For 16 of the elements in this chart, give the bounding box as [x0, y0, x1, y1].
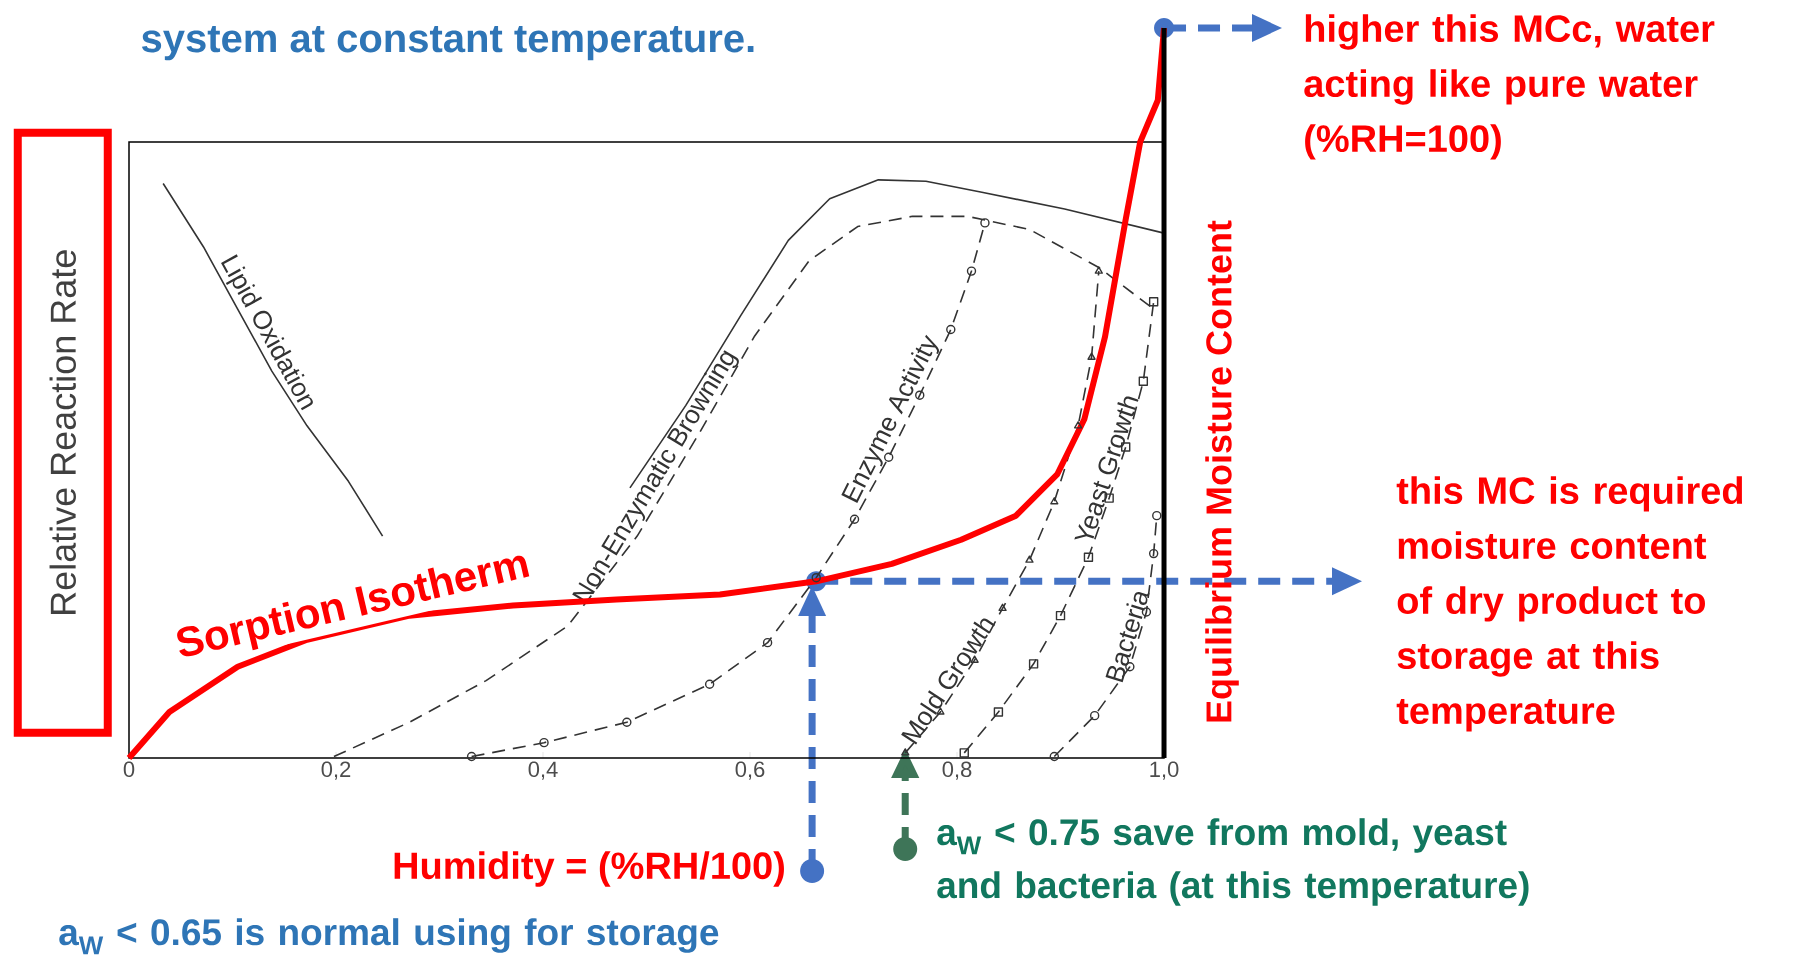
chart-title: system at constant temperature. — [141, 25, 754, 61]
x-tick-label: 1,0 — [1150, 761, 1179, 780]
annotation: a$_{W}$ < 0.75 save from mold, yeast and bacteria (at this temperature) — [937, 818, 1529, 906]
ref-line-label: Humidity = (%RH/100) — [394, 851, 784, 887]
legend-label: higher this MCc, water acting like pure water (%RH=100) — [1304, 14, 1715, 160]
ref-line-label: this MC is required moisture content of dry product to storage at this temperature — [1396, 476, 1743, 732]
x-tick-label: 0,4 — [528, 761, 558, 780]
x-tick-label: 0,6 — [735, 761, 765, 780]
y-axis-title: Relative Reaction Rate — [49, 250, 76, 614]
x-tick-label: 0,8 — [942, 761, 972, 780]
y2-axis-title: Equilibrium Moisture Content — [1205, 220, 1239, 722]
text: Sorption Isotherm — [177, 555, 530, 657]
text: Yeast Growth — [1074, 396, 1139, 540]
x-tick-label: 0 — [123, 761, 135, 778]
text: a$_{W}$ < 0.65 is normal using for storage — [59, 918, 719, 955]
x-tick-label: 0,2 — [321, 761, 351, 780]
